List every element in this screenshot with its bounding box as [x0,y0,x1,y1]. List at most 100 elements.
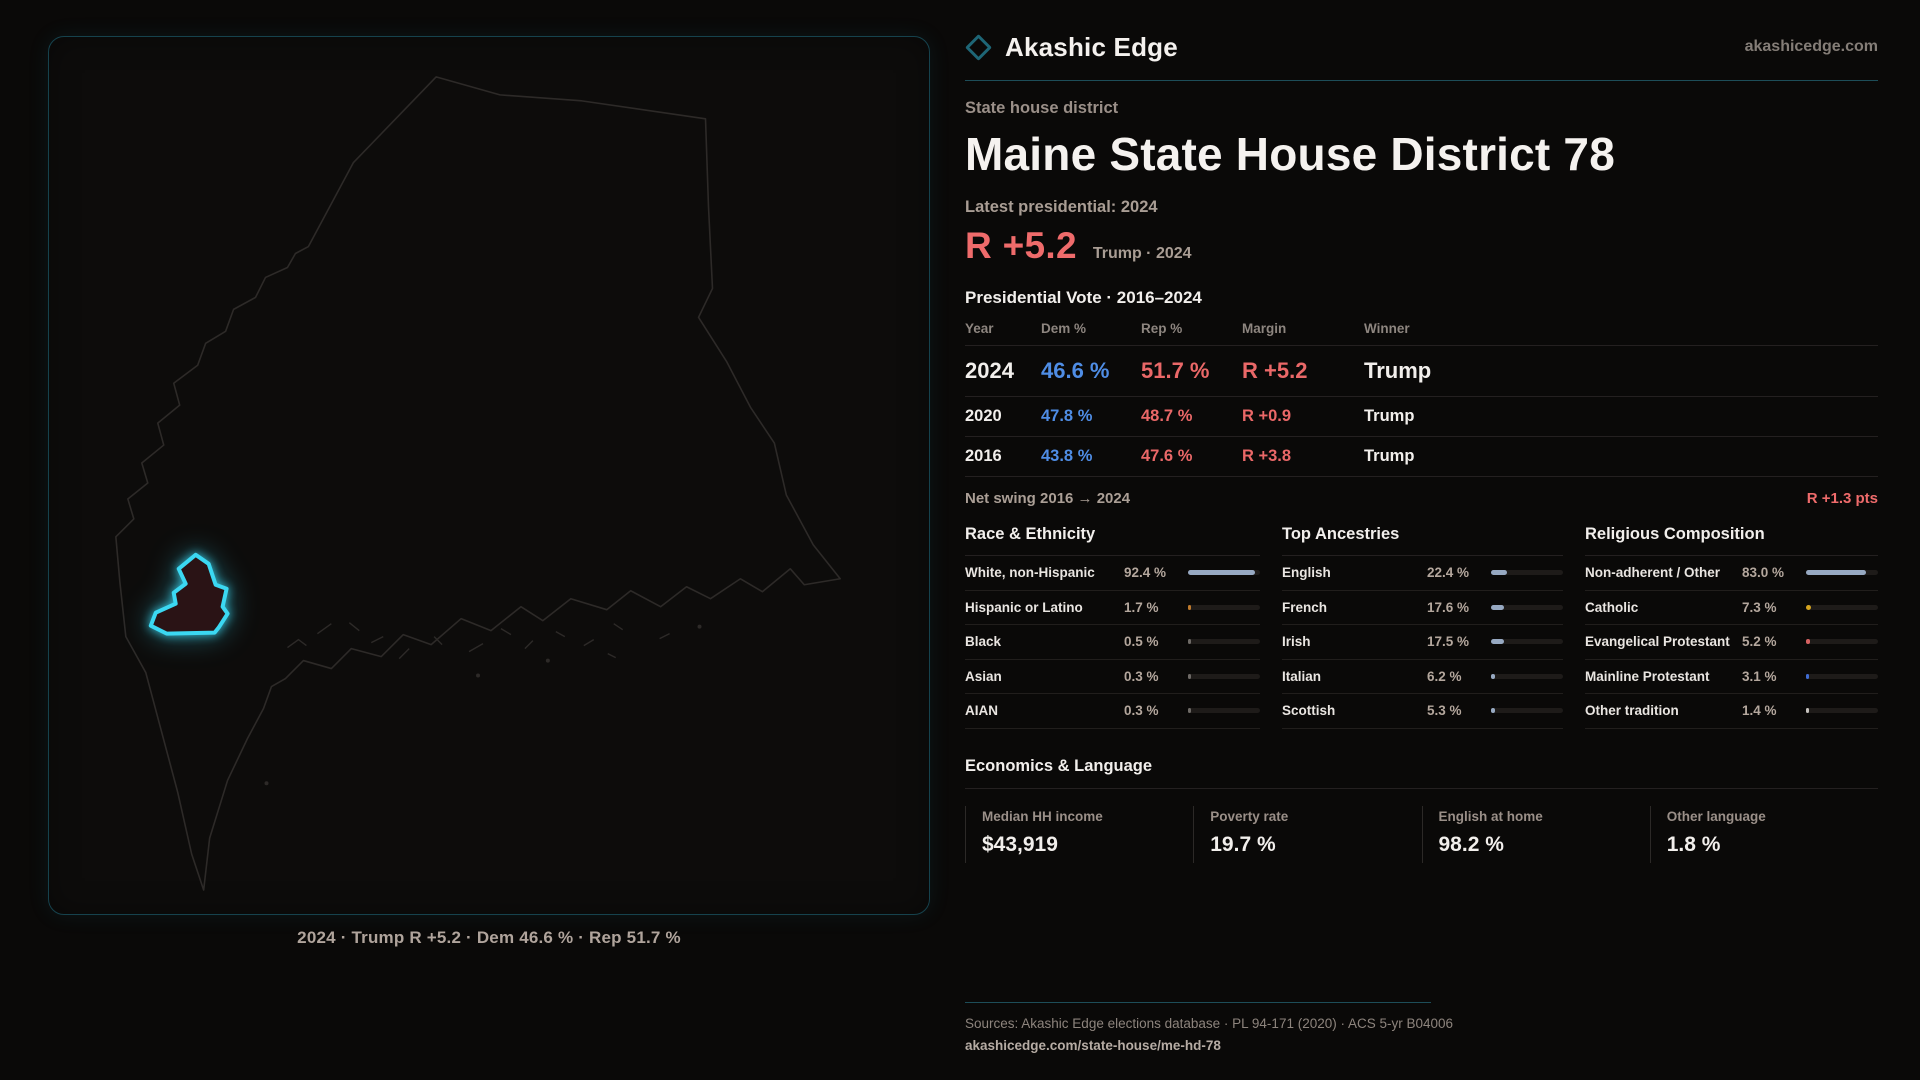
demographic-bar-fill [1491,639,1504,645]
headline-note: Trump · 2024 [1092,245,1192,262]
vote-column-header: Dem % [1041,321,1087,336]
vote-cell-rep: 51.7 % [1141,358,1210,383]
demographic-value: 6.2 % [1427,668,1462,684]
demographic-value: 1.4 % [1742,703,1777,719]
vote-table-head-row: Year Dem % Rep % Margin Winner [965,321,1878,346]
vote-cell-dem: 46.6 % [1041,358,1110,383]
demographic-label: Asian [965,668,1002,684]
map-caption: 2024 · Trump R +5.2 · Dem 46.6 % · Rep 5… [297,928,681,947]
demographic-row: Black 0.5 % [965,625,1260,660]
demographic-label: Black [965,634,1002,650]
panel-rows: Non-adherent / Other 83.0 % Catholic 7.3 % E… [1585,556,1878,729]
demographic-value: 17.5 % [1427,634,1470,650]
panel-rows: English 22.4 % French 17.6 % Irish 17.5 % Ital… [1282,556,1563,729]
demographic-value: 5.2 % [1742,634,1777,650]
demographic-bar [1491,604,1563,610]
island-dot [697,624,702,629]
demographic-row: Non-adherent / Other 83.0 % [1585,556,1878,591]
stat-label: Poverty rate [1210,808,1289,824]
demographic-row: English 22.4 % [1282,556,1563,591]
net-swing-label: Net swing 2016 → 2024 [965,490,1131,507]
stat-value: 1.8 % [1666,832,1721,856]
headline-margin: R +5.2 [965,225,1077,266]
vote-cell-winner: Trump [1364,358,1432,383]
demographic-label: Other tradition [1585,703,1679,719]
site-domain-link[interactable]: akashicedge.com [1744,38,1878,55]
demographic-bar-fill [1491,708,1495,714]
net-swing-value: R +1.3 pts [1806,490,1878,507]
econ-stats: Median HH income $43,919 Poverty rate 19.7 … [965,805,1878,863]
demographic-value: 17.6 % [1427,599,1470,615]
maine-state-outline [115,76,841,891]
demographic-bar [1806,639,1878,645]
vote-column-header: Year [965,321,994,336]
stat-card: English at home 98.2 % [1421,805,1650,863]
vote-cell-dem: 47.8 % [1041,407,1093,425]
panel-title: Religious Composition [1585,525,1878,556]
demographic-bar [1806,673,1878,679]
vote-cell-winner: Trump [1364,407,1415,425]
demographic-bar [1188,604,1260,610]
demographic-row: Hispanic or Latino 1.7 % [965,591,1260,626]
vote-cell-winner: Trump [1364,447,1415,465]
demographic-bar-fill [1806,673,1809,679]
demographic-bar-fill [1188,673,1191,679]
vote-cell-year: 2024 [965,358,1014,383]
demographic-bar [1806,708,1878,714]
demographic-value: 92.4 % [1124,565,1167,581]
demographic-label: Scottish [1282,703,1336,719]
demographic-label: Non-adherent / Other [1585,565,1721,580]
vote-cell-rep: 48.7 % [1141,407,1193,425]
economics-title: Economics & Language [965,757,1878,789]
demographic-bar-fill [1491,570,1508,576]
demographic-bar [1188,639,1260,645]
demographic-label: AIAN [965,703,998,719]
panel-title: Race & Ethnicity [965,525,1260,556]
demographic-panel: Race & Ethnicity White, non-Hispanic 92.4… [965,525,1260,729]
stat-card: Poverty rate 19.7 % [1193,805,1421,863]
island-dot [264,781,269,786]
demographic-bar-fill [1806,639,1810,645]
header-divider [965,80,1878,81]
footer-url-link[interactable]: akashicedge.com/state-house/me-hd-78 [965,1038,1221,1053]
island-dot [476,673,481,678]
stat-label: Other language [1666,808,1766,824]
page-kicker: State house district [965,99,1119,117]
footer-divider [965,1002,1431,1003]
vote-table-title: Presidential Vote · 2016–2024 [965,288,1202,307]
demographic-bar-fill [1188,570,1255,576]
demographic-row: Catholic 7.3 % [1585,591,1878,626]
demographic-row: Scottish 5.3 % [1282,694,1563,729]
demographic-value: 22.4 % [1427,565,1470,581]
demographic-value: 5.3 % [1427,703,1462,719]
maine-map [115,76,841,891]
demographic-row: Other tradition 1.4 % [1585,694,1878,729]
demographic-label: Evangelical Protestant [1585,634,1730,650]
headline-margin-row: R +5.2 Trump · 2024 [965,225,1878,267]
demographic-row: Italian 6.2 % [1282,660,1563,695]
map-panel [48,36,930,915]
demographic-row: White, non-Hispanic 92.4 % [965,556,1260,591]
demographic-label: Italian [1282,668,1322,684]
vote-table: Year Dem % Rep % Margin Winner 2024 46.6 % 51.… [965,321,1878,476]
demographic-label: Hispanic or Latino [965,599,1083,615]
demographic-label: White, non-Hispanic [965,565,1095,580]
net-swing-row: Net swing 2016 → 2024 R +1.3 pts [965,476,1878,507]
demographic-bar [1188,570,1260,576]
vote-row-2024: 2024 46.6 % 51.7 % R +5.2 Trump [965,345,1878,397]
vote-cell-rep: 47.6 % [1141,447,1193,465]
stat-label: Median HH income [982,808,1103,824]
demographic-row: AIAN 0.3 % [965,694,1260,729]
demographic-bar-fill [1188,708,1191,714]
demographic-panels: Race & Ethnicity White, non-Hispanic 92.4… [965,525,1878,729]
panel-rows: White, non-Hispanic 92.4 % Hispanic or Lat… [965,556,1260,729]
demographic-bar [1491,570,1563,576]
demographic-bar [1806,570,1878,576]
demographic-label: Mainline Protestant [1585,668,1710,684]
demographic-row: Mainline Protestant 3.1 % [1585,660,1878,695]
demographic-value: 7.3 % [1742,599,1777,615]
coastal-islands [287,622,670,660]
diamond-icon [965,33,992,61]
demographic-bar [1806,604,1878,610]
demographic-label: English [1282,565,1331,580]
